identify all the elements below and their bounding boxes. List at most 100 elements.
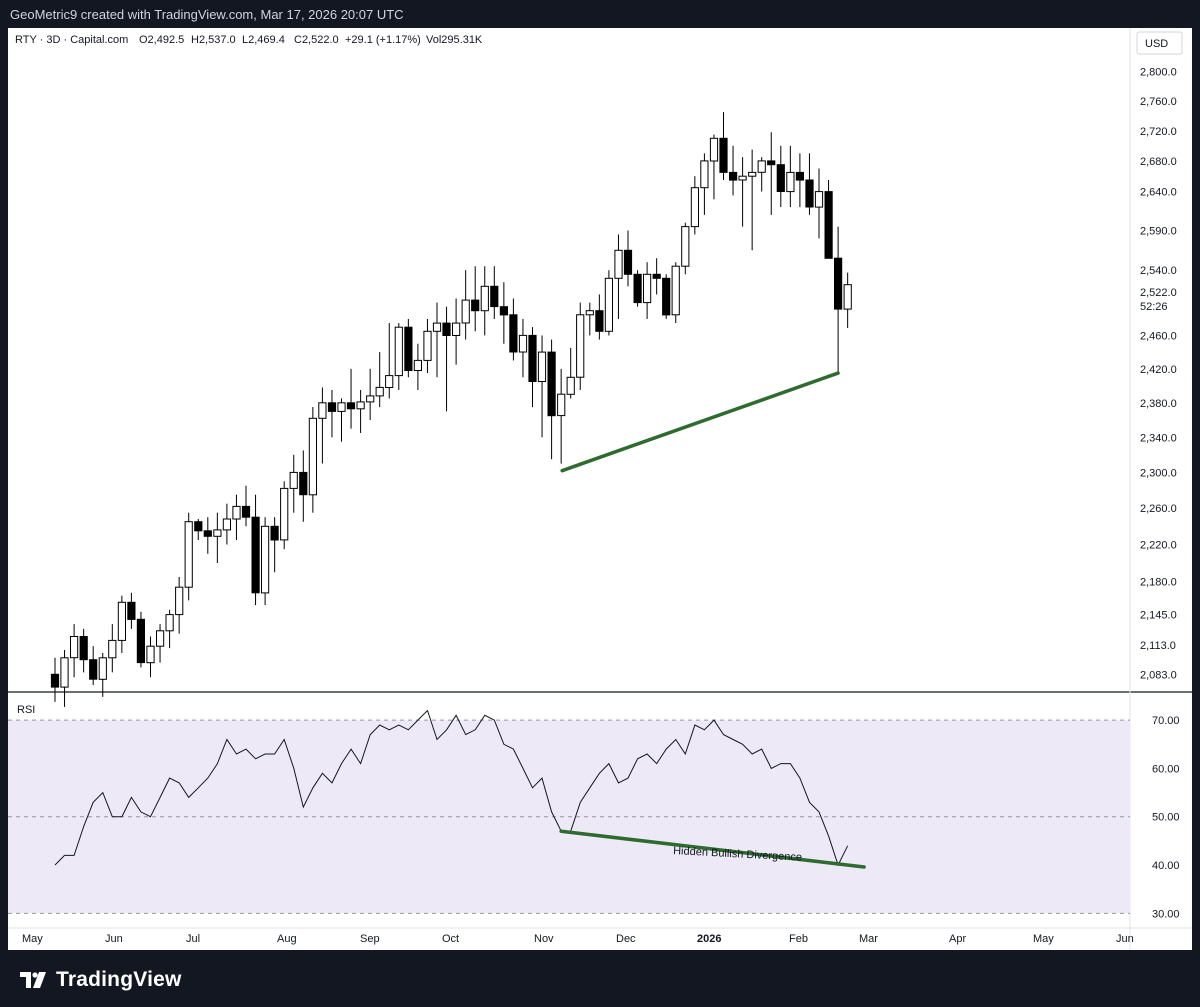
tradingview-logo[interactable]: TradingView — [20, 968, 182, 992]
price-tick-label: 2,180.0 — [1140, 577, 1177, 589]
price-badge-value: 2,522.0 — [1140, 287, 1177, 299]
candle-body — [748, 171, 757, 177]
candle-body — [700, 160, 709, 189]
candle-body — [633, 273, 642, 304]
candle-body — [843, 284, 852, 310]
candle-body — [585, 310, 594, 316]
candle-body — [356, 401, 365, 410]
candle-body — [337, 402, 346, 412]
candle — [194, 519, 203, 540]
price-tick-label: 2,380.0 — [1140, 398, 1177, 410]
candle — [537, 335, 547, 438]
time-tick-label: Nov — [534, 933, 554, 945]
time-tick-label: Apr — [949, 933, 966, 945]
candle — [175, 576, 184, 634]
candle-body — [289, 471, 298, 489]
time-tick-label: Oct — [442, 933, 459, 945]
candle — [423, 318, 432, 374]
candle — [643, 262, 652, 319]
legend-symbol: RTY · 3D · Capital.com — [15, 34, 128, 46]
candle — [337, 398, 346, 442]
candle-body — [834, 257, 843, 310]
rsi-series-line — [54, 709, 849, 867]
candle — [366, 368, 375, 420]
price-tick-label: 2,800.0 — [1140, 67, 1177, 79]
candle-body — [528, 334, 537, 382]
candle-body — [623, 249, 633, 275]
price-tick-label: 2,460.0 — [1140, 330, 1177, 342]
candle — [327, 389, 337, 438]
chart-canvas[interactable]: 2,083.0 2,113.0 2,145.0 2,180.0 2,220.0 2,260… — [8, 28, 1192, 950]
candle-body — [346, 402, 356, 410]
rsi-tick-label: 60.00 — [1152, 763, 1180, 775]
candle-body — [413, 359, 422, 371]
candle-body — [184, 521, 193, 588]
candle — [795, 153, 804, 208]
candle — [241, 485, 251, 527]
candle-body — [60, 657, 69, 688]
candle — [213, 512, 222, 563]
candle-body — [614, 249, 623, 279]
rsi-title: RSI — [17, 704, 35, 716]
time-tick-label: Jun — [105, 933, 123, 945]
price-tick-label: 2,340.0 — [1140, 432, 1177, 444]
rsi-tick-label: 70.00 — [1152, 715, 1180, 727]
candle-body — [366, 395, 375, 403]
currency-button[interactable] — [1136, 31, 1183, 55]
candle — [719, 112, 728, 181]
candle-body — [308, 417, 317, 496]
price-tick-label: 2,260.0 — [1140, 503, 1177, 515]
candle-body — [375, 386, 384, 397]
candle-body — [299, 471, 308, 496]
candle — [757, 157, 766, 192]
candle — [547, 339, 556, 460]
candle — [690, 176, 699, 235]
price-tick-label: 2,220.0 — [1140, 540, 1177, 552]
chart-frame[interactable]: 2,083.0 2,113.0 2,145.0 2,180.0 2,220.0 2,260… — [8, 28, 1192, 950]
candle — [261, 517, 270, 606]
time-tick-label: Jul — [186, 933, 200, 945]
candle — [652, 258, 661, 295]
candle-body — [566, 376, 575, 395]
candle — [346, 368, 356, 429]
candle — [748, 149, 757, 251]
candle-body — [251, 516, 260, 594]
candle-body — [547, 351, 556, 417]
candle-body — [681, 226, 690, 267]
candle-body — [261, 525, 270, 594]
footer-bar: TradingView — [0, 950, 1200, 1007]
candle — [318, 387, 327, 464]
candle — [557, 368, 566, 464]
candle-body — [509, 314, 518, 353]
candle — [623, 230, 633, 287]
candle-body — [690, 187, 699, 228]
candle — [89, 646, 98, 686]
candle-body — [490, 285, 499, 308]
candle — [222, 503, 232, 545]
candle — [375, 352, 384, 408]
legend-open: O2,492.5 — [139, 34, 184, 46]
candle — [308, 407, 317, 513]
candle — [356, 389, 365, 433]
candle — [509, 298, 518, 361]
candle — [767, 132, 776, 215]
candle-body — [270, 525, 279, 541]
candle — [776, 145, 785, 208]
candle-body — [423, 330, 432, 361]
candle — [251, 494, 260, 606]
time-tick-label: Sep — [360, 933, 380, 945]
candle-body — [805, 179, 814, 208]
candle — [738, 157, 747, 227]
legend-low: L2,469.4 — [242, 34, 285, 46]
time-tick-label: May — [22, 933, 43, 945]
currency-label: USD — [1145, 38, 1168, 50]
candle-body — [480, 285, 489, 312]
candle-body — [241, 505, 251, 518]
candle-body — [385, 375, 394, 389]
candle-body — [156, 630, 165, 647]
candle — [50, 657, 60, 702]
candle-body — [442, 322, 451, 337]
candle-body — [729, 171, 738, 181]
candle — [786, 145, 795, 208]
candle — [461, 270, 470, 340]
